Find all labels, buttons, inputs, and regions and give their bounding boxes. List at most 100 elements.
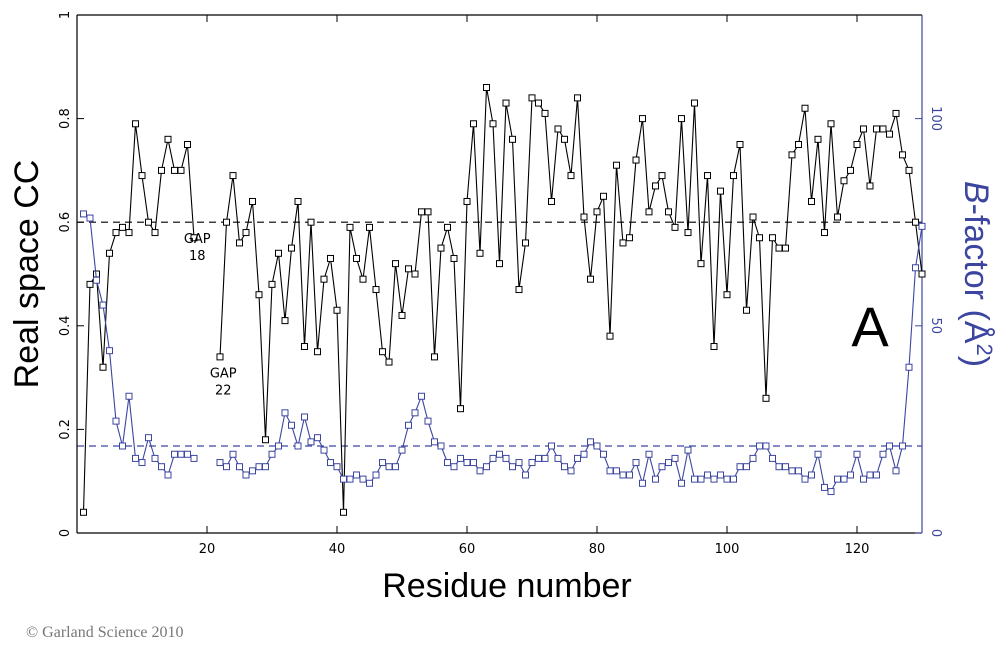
bfactor-point [106, 347, 113, 355]
bfactor-point [652, 475, 659, 483]
gap22-label-line1: GAP [210, 367, 237, 382]
bfactor-point [372, 471, 380, 479]
bfactor-point [873, 471, 880, 479]
cc-point [424, 208, 432, 216]
cc-point [463, 197, 471, 205]
cc-point [515, 286, 523, 294]
cc-point [229, 172, 237, 180]
bfactor-point [379, 459, 386, 467]
cc-point [535, 99, 542, 107]
panel-label: A [851, 295, 889, 358]
bfactor-point [320, 446, 328, 454]
bfactor-point [528, 459, 536, 467]
cc-point [405, 265, 412, 273]
bfactor-point [535, 454, 542, 462]
left-y-tick-label: 0.2 [58, 419, 73, 440]
bfactor-point [93, 276, 100, 284]
cc-point [834, 213, 841, 221]
cc-point [346, 223, 354, 231]
bfactor-point [795, 467, 802, 475]
cc-point [171, 166, 178, 174]
bfactor-point [645, 450, 653, 458]
bfactor-point [353, 471, 360, 479]
cc-point [340, 508, 347, 516]
right-axis-title-italic: B [957, 181, 995, 204]
bfactor-point [489, 454, 497, 462]
bfactor-point [879, 450, 887, 458]
bfactor-point [132, 454, 139, 462]
bfactor-point [749, 454, 757, 462]
x-tick-label: 20 [199, 542, 216, 557]
cc-point [567, 172, 575, 180]
cc-point [853, 141, 861, 148]
cc-point [918, 270, 926, 278]
bfactor-point [587, 438, 594, 446]
cc-point [125, 229, 133, 237]
bfactor-point [684, 446, 692, 454]
cc-point [294, 197, 302, 205]
cc-point [749, 213, 757, 221]
cc-point [730, 172, 737, 180]
bfactor-point [262, 463, 269, 471]
bfactor-point [756, 442, 763, 450]
cc-point [314, 348, 321, 356]
bfactor-point [268, 450, 276, 458]
bfactor-point [242, 471, 250, 479]
cc-point [892, 109, 900, 117]
bfactor-point [769, 454, 776, 462]
cc-point [366, 223, 373, 231]
copyright-notice: © Garland Science 2010 [26, 624, 184, 641]
cc-point [177, 166, 185, 174]
gap18-label-line1: GAP [184, 232, 211, 247]
bfactor-point [125, 392, 133, 400]
bfactor-point [522, 471, 529, 479]
bfactor-point [593, 442, 601, 450]
chart-text: 20 40 60 80 100 120 0 0.2 0.4 0.6 0.8 1 0 50 100 GAP 18 G… [8, 11, 998, 605]
bfactor-point [899, 442, 906, 450]
bfactor-point [366, 479, 373, 487]
bfactor-point [860, 475, 867, 483]
left-y-tick-label: 1 [58, 11, 73, 19]
bfactor-point [730, 475, 737, 483]
cc-point [593, 208, 601, 216]
cc-point [327, 254, 334, 262]
bfactor-point [658, 463, 666, 471]
cc-point [613, 161, 620, 169]
bfactor-point [580, 450, 588, 458]
cc-point [736, 141, 744, 148]
left-y-tick-label: 0.4 [58, 315, 73, 336]
cc-point [158, 166, 165, 174]
cc-point [554, 125, 562, 133]
cc-point [782, 244, 789, 252]
cc-point [704, 172, 711, 180]
cc-point [151, 229, 159, 237]
cc-point [236, 239, 243, 247]
cc-point [509, 135, 516, 143]
bfactor-point [801, 475, 809, 483]
cc-point [262, 436, 269, 444]
bfactor-series [80, 210, 926, 496]
cc-point [717, 187, 724, 195]
cc-point [840, 177, 848, 185]
bfactor-point [710, 475, 718, 483]
cc-point [645, 208, 653, 216]
bfactor-point [808, 471, 815, 479]
bfactor-point [892, 467, 900, 475]
bfactor-point [775, 463, 783, 471]
bfactor-point [561, 463, 568, 471]
bfactor-point [288, 421, 295, 429]
cc-point [190, 234, 198, 242]
bfactor-point [678, 479, 685, 487]
cc-point [398, 311, 406, 319]
cc-point [281, 317, 289, 325]
cc-point [639, 115, 646, 123]
right-axis-title: B-factor (Å2) [957, 181, 998, 367]
cc-point [684, 229, 692, 237]
cc-point [106, 249, 113, 257]
x-tick-label: 60 [459, 542, 476, 557]
bfactor-point [177, 450, 185, 458]
bfactor-point [476, 467, 484, 475]
cc-point [119, 223, 126, 231]
bfactor-point [697, 475, 705, 483]
cc-point [489, 120, 497, 128]
